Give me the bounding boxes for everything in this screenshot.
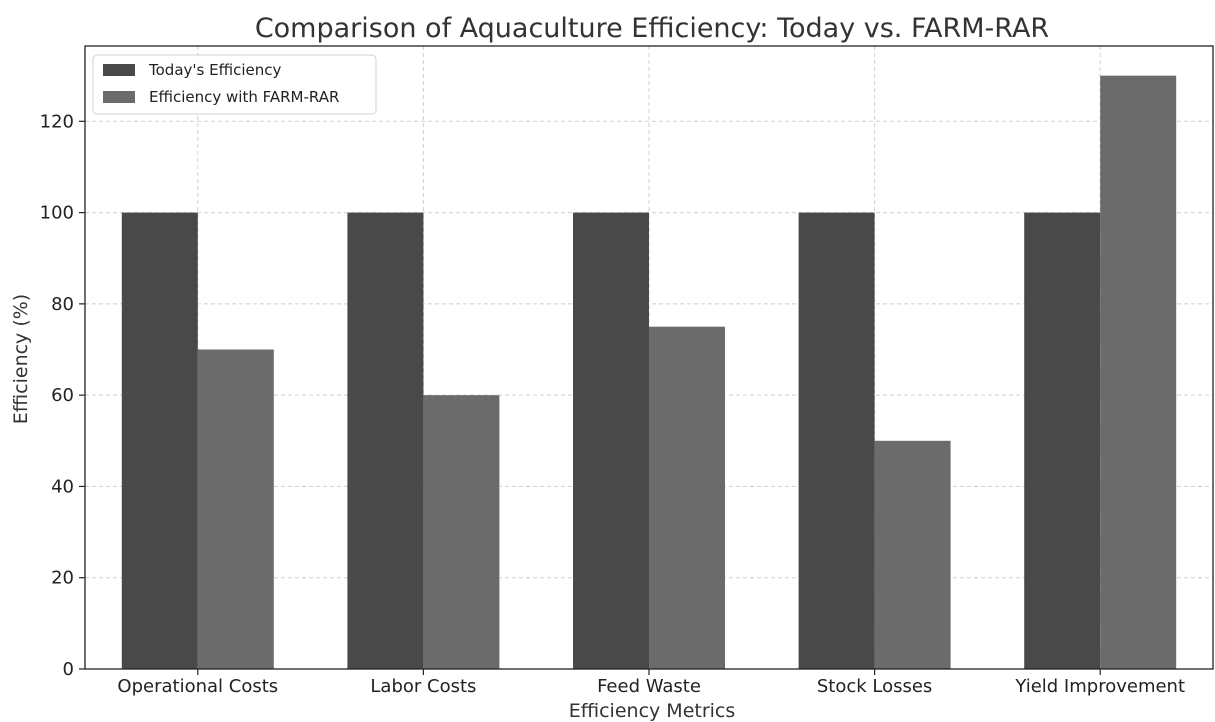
bar-today [573, 212, 649, 670]
y-tick-label: 120 [40, 111, 74, 132]
bars [121, 75, 1177, 670]
y-tick-label: 60 [51, 385, 74, 406]
x-axis-ticks: Operational Costs Labor Costs Feed Waste St… [117, 669, 1185, 697]
bar-today [121, 212, 198, 670]
legend-label: Today's Efficiency [148, 61, 281, 79]
bar-farm-rar [197, 349, 274, 669]
y-tick-label: 40 [51, 476, 74, 497]
y-tick-label: 20 [51, 568, 74, 589]
x-axis-label: Efficiency Metrics [569, 700, 736, 722]
y-axis-ticks: 0 20 40 60 80 100 120 [40, 111, 85, 680]
y-axis-label: Efficiency (%) [10, 294, 32, 424]
x-tick-label: Stock Losses [817, 676, 932, 697]
bar-farm-rar [1100, 75, 1177, 669]
x-tick-label: Yield Improvement [1014, 676, 1185, 697]
x-tick-label: Feed Waste [597, 676, 701, 697]
legend-label: Efficiency with FARM-RAR [149, 88, 339, 106]
legend: Today's Efficiency Efficiency with FARM-R… [92, 54, 377, 115]
legend-box [92, 54, 377, 115]
bar-today [798, 212, 875, 670]
y-tick-label: 100 [40, 203, 74, 224]
bar-today [1024, 212, 1101, 670]
chart-title: Comparison of Aquaculture Efficiency: To… [255, 13, 1049, 44]
bar-today [347, 212, 424, 670]
bar-farm-rar [874, 440, 951, 669]
x-tick-label: Labor Costs [370, 676, 476, 697]
x-tick-label: Operational Costs [117, 676, 278, 697]
bar-farm-rar [423, 395, 500, 669]
legend-swatch [103, 91, 135, 103]
legend-swatch [103, 64, 135, 76]
y-tick-label: 80 [51, 294, 74, 315]
bar-farm-rar [649, 326, 725, 669]
y-tick-label: 0 [63, 659, 74, 680]
